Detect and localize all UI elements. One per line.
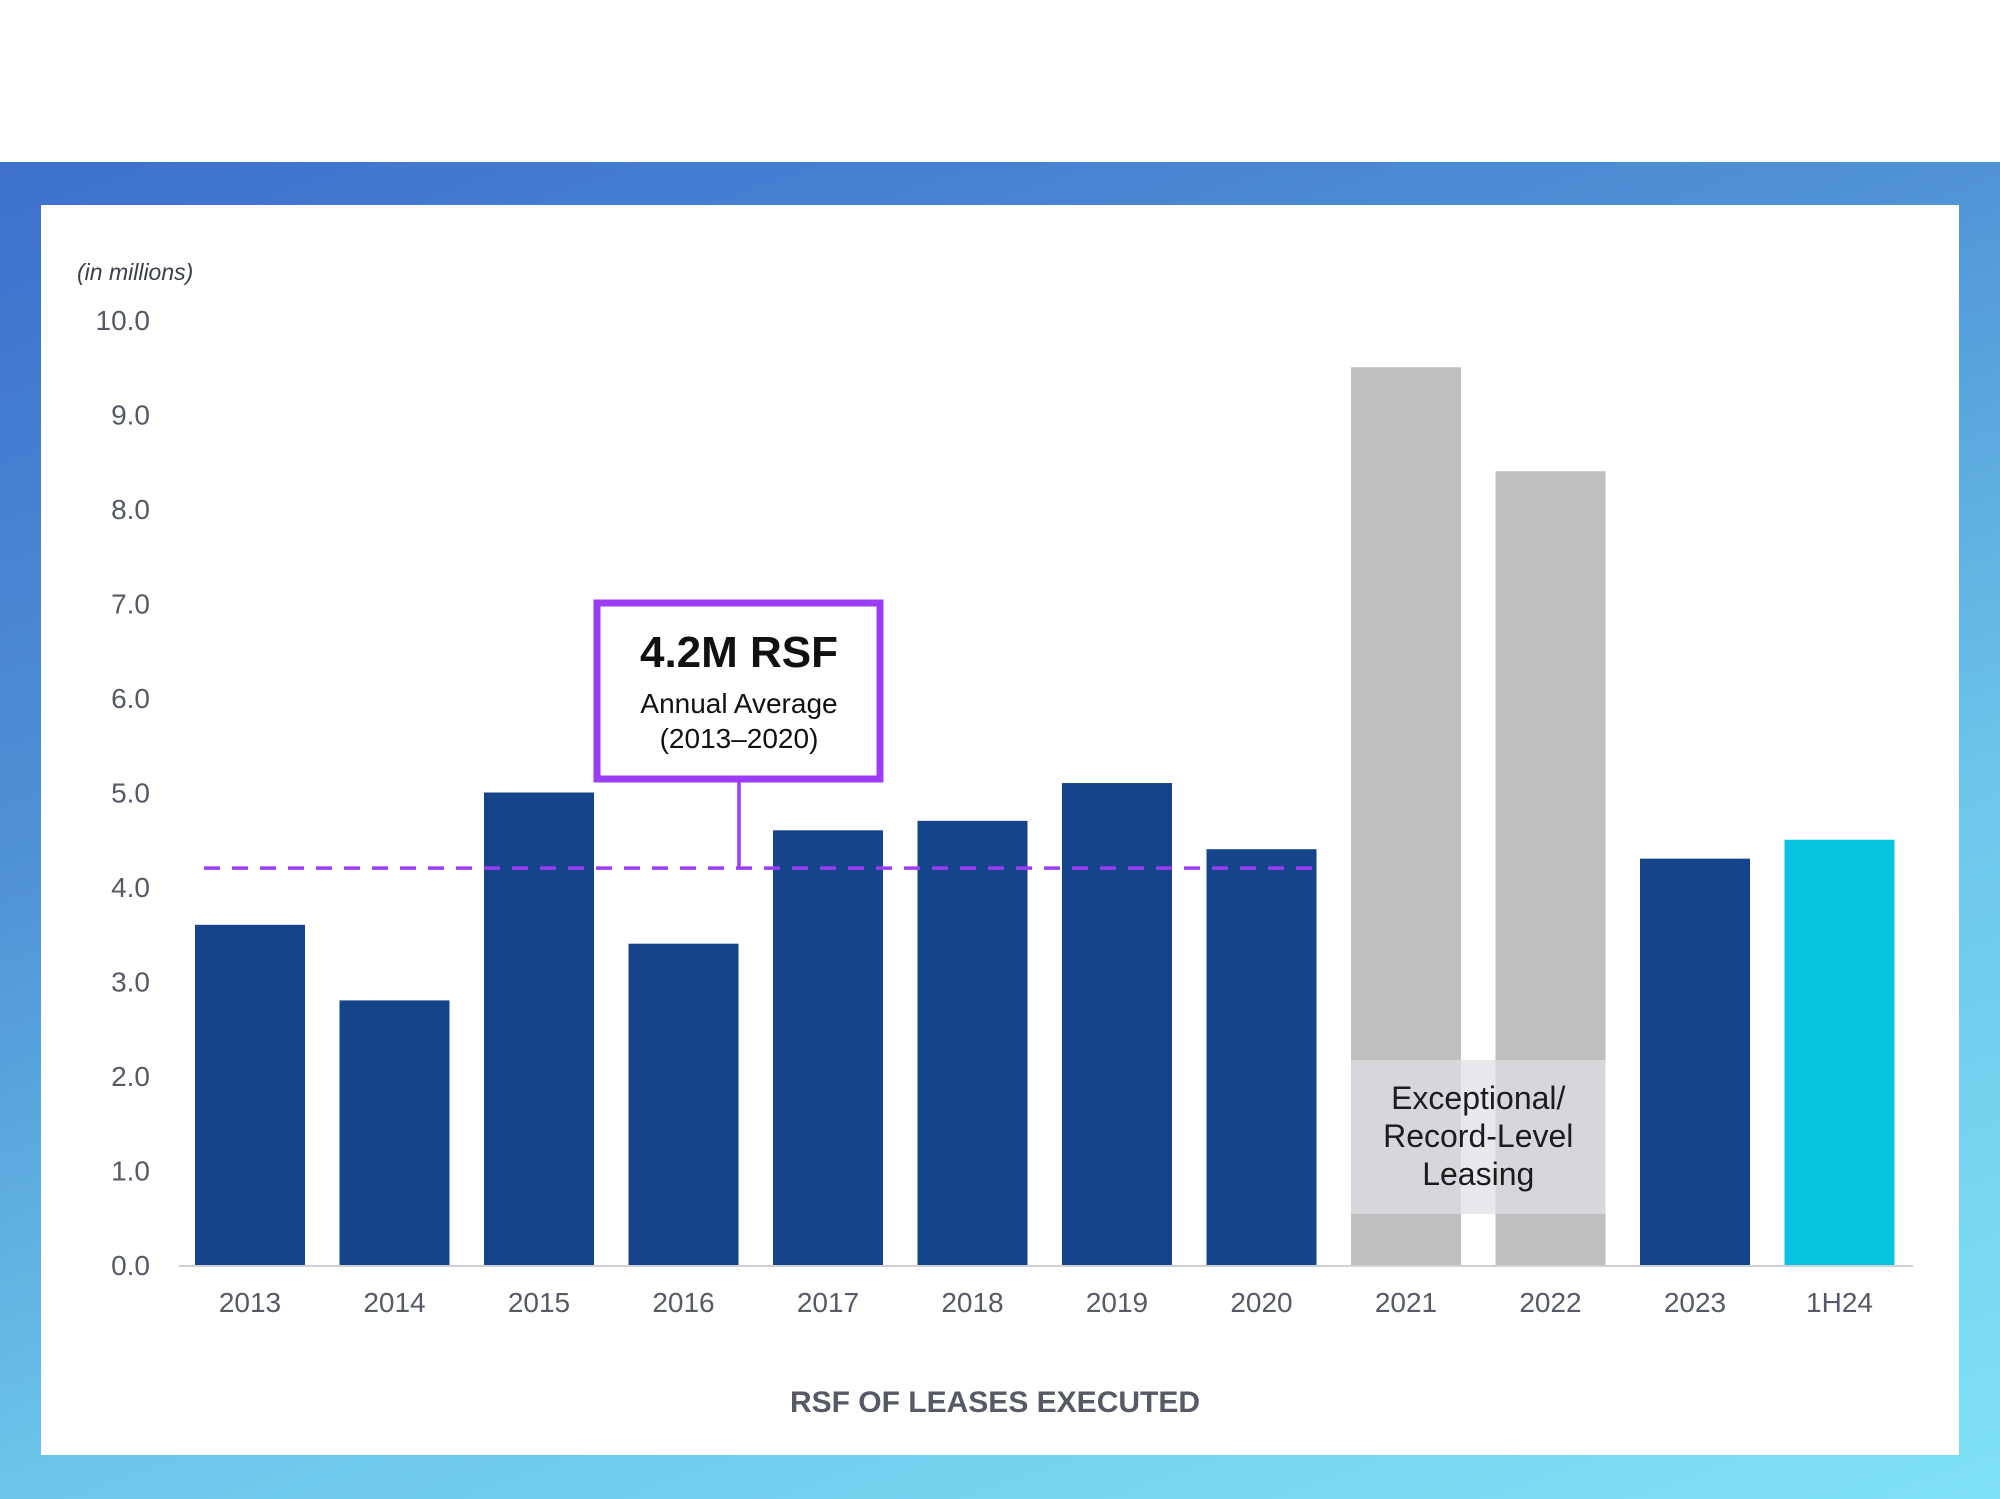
exceptional-note-line: Exceptional/: [1391, 1080, 1565, 1116]
x-tick-label: 2020: [1230, 1287, 1292, 1318]
y-tick-label: 0.0: [111, 1250, 150, 1281]
y-tick-label: 3.0: [111, 967, 150, 998]
bar-2018: [917, 820, 1028, 1265]
exceptional-note-line: Record-Level: [1383, 1118, 1573, 1154]
x-tick-label: 2019: [1086, 1287, 1148, 1318]
x-tick-label: 1H24: [1806, 1287, 1873, 1318]
y-tick-label: 9.0: [111, 400, 150, 431]
bar-2023: [1640, 858, 1750, 1265]
y-axis-unit-label: (in millions): [77, 259, 193, 285]
bar-2016: [628, 943, 739, 1265]
chart-title: RSF OF LEASES EXECUTED: [790, 1386, 1200, 1419]
x-tick-label: 2016: [652, 1287, 714, 1318]
y-tick-label: 1.0: [111, 1156, 150, 1187]
y-tick-label: 8.0: [111, 494, 150, 525]
average-headline: 4.2M RSF: [640, 628, 838, 677]
x-tick-label: 2018: [941, 1287, 1003, 1318]
x-tick-label: 2014: [363, 1287, 425, 1318]
x-tick-label: 2021: [1375, 1287, 1437, 1318]
average-period: (2013–2020): [660, 723, 819, 754]
bar-2014: [339, 1000, 450, 1265]
x-tick-label: 2015: [508, 1287, 570, 1318]
x-tick-label: 2017: [797, 1287, 859, 1318]
y-tick-label: 10.0: [96, 305, 151, 336]
bar-2019: [1062, 783, 1172, 1265]
exceptional-leasing-overlay: [1351, 1060, 1606, 1214]
x-tick-label: 2022: [1519, 1287, 1581, 1318]
bar-1H24: [1784, 839, 1895, 1265]
average-callout-box: [593, 599, 884, 783]
bar-2015: [484, 792, 594, 1265]
exceptional-note-line: Leasing: [1422, 1156, 1534, 1192]
y-tick-label: 7.0: [111, 589, 150, 620]
y-tick-label: 5.0: [111, 778, 150, 809]
x-tick-label: 2013: [219, 1287, 281, 1318]
y-tick-label: 2.0: [111, 1061, 150, 1092]
y-tick-label: 6.0: [111, 683, 150, 714]
bar-2013: [195, 924, 305, 1265]
bar-2020: [1206, 849, 1317, 1265]
average-label: Annual Average: [640, 688, 837, 719]
y-tick-label: 4.0: [111, 872, 150, 903]
bar-2017: [773, 830, 883, 1265]
x-tick-label: 2023: [1664, 1287, 1726, 1318]
